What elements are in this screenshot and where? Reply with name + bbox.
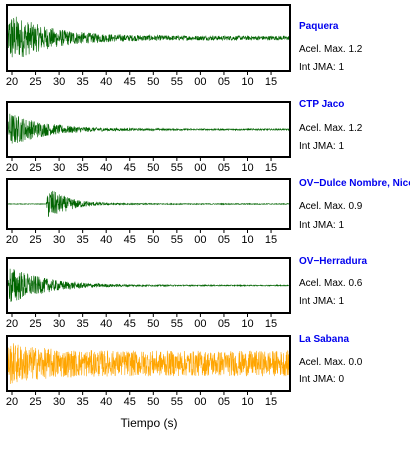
x-tick-label: 05 [218,76,230,88]
x-tick-label: 20 [6,396,18,408]
x-tick-label: 30 [53,396,65,408]
max-acceleration: Acel. Max. 1.2 [299,123,363,134]
panel-frame [6,257,291,314]
x-tick-label: 15 [265,76,277,88]
x-tick-label: 25 [29,234,41,246]
x-tick-label: 30 [53,318,65,330]
waveform-trace [6,113,291,144]
panel-frame [6,101,291,158]
jma-intensity: Int JMA: 1 [299,220,344,231]
x-tick-label: 30 [53,234,65,246]
panel-0: 20 25 30 35 40 45 50 55 00 05 10 15 Paquera Acel. Max… [6,4,363,88]
x-tick-label: 40 [100,318,112,330]
x-tick-label: 50 [147,162,159,174]
x-tick-label: 55 [171,234,183,246]
max-acceleration: Acel. Max. 0.0 [299,357,363,368]
panel-frame [6,4,291,72]
x-tick-label: 10 [241,234,253,246]
x-tick-label: 25 [29,162,41,174]
x-tick-label: 45 [124,318,136,330]
x-tick-label: 05 [218,234,230,246]
x-tick-label: 35 [77,162,89,174]
x-tick-label: 25 [29,396,41,408]
x-tick-label: 45 [124,76,136,88]
x-tick-label: 40 [100,76,112,88]
x-tick-label: 35 [77,318,89,330]
x-tick-label: 20 [6,234,18,246]
x-tick-label: 25 [29,76,41,88]
panel-frame [6,335,291,392]
x-tick-label: 20 [6,162,18,174]
x-tick-label: 15 [265,318,277,330]
x-tick-label: 20 [6,318,18,330]
x-tick-label: 25 [29,318,41,330]
max-acceleration: Acel. Max. 0.6 [299,278,363,289]
x-tick-label: 00 [194,318,206,330]
x-tick-label: 35 [77,396,89,408]
jma-intensity: Int JMA: 0 [299,374,344,385]
x-tick-label: 30 [53,76,65,88]
waveform-trace [6,343,291,384]
panel-frame [6,178,291,230]
x-tick-label: 00 [194,396,206,408]
jma-intensity: Int JMA: 1 [299,141,344,152]
x-tick-label: 50 [147,396,159,408]
x-tick-label: 10 [241,318,253,330]
x-tick-label: 00 [194,162,206,174]
station-name: Paquera [299,21,339,32]
panel-1: 20 25 30 35 40 45 50 55 00 05 10 15 CTP Jaco Acel. Ma… [6,99,363,174]
station-name: OV−Herradura [299,256,368,267]
x-tick-label: 35 [77,234,89,246]
x-tick-label: 05 [218,162,230,174]
x-axis-label: Tiempo (s) [121,416,178,430]
x-tick-label: 35 [77,76,89,88]
panel-4: 20 25 30 35 40 45 50 55 00 05 10 15 La Sabana Acel. M… [6,334,363,408]
x-tick-label: 30 [53,162,65,174]
x-tick-label: 40 [100,162,112,174]
waveform-trace [6,190,291,217]
station-name: CTP Jaco [299,99,344,110]
jma-intensity: Int JMA: 1 [299,62,344,73]
x-tick-label: 45 [124,396,136,408]
waveform-trace [6,16,291,58]
x-tick-label: 55 [171,76,183,88]
x-tick-label: 15 [265,234,277,246]
jma-intensity: Int JMA: 1 [299,296,344,307]
x-tick-label: 20 [6,76,18,88]
x-tick-label: 05 [218,318,230,330]
station-name: La Sabana [299,334,349,345]
waveform-trace [6,268,291,302]
x-tick-label: 45 [124,162,136,174]
max-acceleration: Acel. Max. 1.2 [299,44,363,55]
x-tick-label: 15 [265,396,277,408]
panel-3: 20 25 30 35 40 45 50 55 00 05 10 15 OV−Herradura Acel… [6,256,368,330]
x-tick-label: 00 [194,76,206,88]
x-tick-label: 10 [241,396,253,408]
x-tick-label: 00 [194,234,206,246]
x-tick-label: 55 [171,396,183,408]
x-tick-label: 10 [241,162,253,174]
x-tick-label: 15 [265,162,277,174]
max-acceleration: Acel. Max. 0.9 [299,201,363,212]
x-tick-label: 45 [124,234,136,246]
x-tick-label: 55 [171,162,183,174]
x-tick-label: 55 [171,318,183,330]
x-tick-label: 50 [147,318,159,330]
x-tick-label: 50 [147,234,159,246]
x-tick-label: 40 [100,234,112,246]
x-tick-label: 05 [218,396,230,408]
x-tick-label: 10 [241,76,253,88]
x-tick-label: 40 [100,396,112,408]
x-tick-label: 50 [147,76,159,88]
panel-2: 20 25 30 35 40 45 50 55 00 05 10 15 OV−Dulce Nombre,… [6,178,410,246]
station-name: OV−Dulce Nombre, Nicoya [299,178,410,189]
